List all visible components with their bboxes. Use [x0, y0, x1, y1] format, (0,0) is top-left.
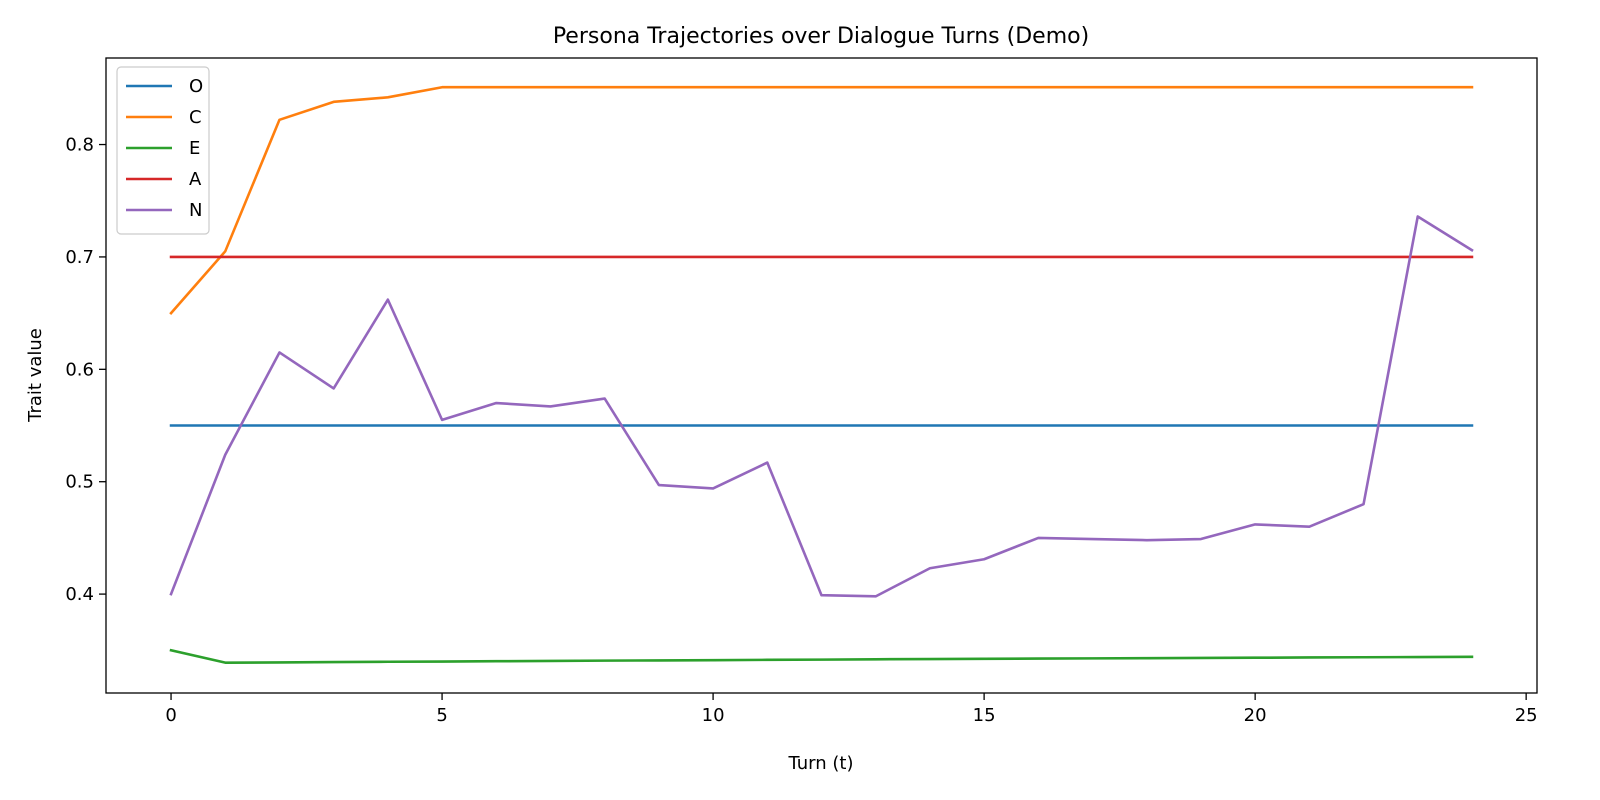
y-tick-label: 0.6	[65, 359, 94, 380]
y-axis: 0.4 0.5 0.6 0.7 0.8	[65, 135, 106, 605]
x-tick-label: 10	[702, 705, 725, 726]
y-axis-label: Trait value	[25, 328, 46, 423]
legend-label-O: O	[189, 76, 203, 97]
x-axis: 0 5 10 15 20 25	[165, 693, 1538, 726]
series-line-E	[169, 648, 1474, 664]
series-line-C	[169, 85, 1474, 315]
y-tick-label: 0.5	[65, 472, 94, 493]
x-tick-label: 25	[1515, 705, 1538, 726]
x-tick-label: 0	[165, 705, 176, 726]
x-tick-label: 15	[973, 705, 996, 726]
legend-label-N: N	[189, 200, 202, 221]
series-line-N	[169, 215, 1474, 598]
x-tick-label: 20	[1244, 705, 1267, 726]
plot-area	[105, 57, 1538, 694]
x-tick-label: 5	[436, 705, 447, 726]
legend-label-C: C	[189, 107, 202, 128]
legend-box	[116, 66, 210, 235]
x-axis-label: Turn (t)	[788, 753, 854, 774]
y-tick-label: 0.4	[65, 584, 94, 605]
y-tick-label: 0.7	[65, 247, 94, 268]
chart-title: Persona Trajectories over Dialogue Turns…	[553, 24, 1089, 49]
legend-label-A: A	[189, 169, 202, 190]
y-tick-label: 0.8	[65, 135, 94, 156]
legend-label-E: E	[189, 138, 200, 159]
plot-frame	[105, 57, 1538, 694]
